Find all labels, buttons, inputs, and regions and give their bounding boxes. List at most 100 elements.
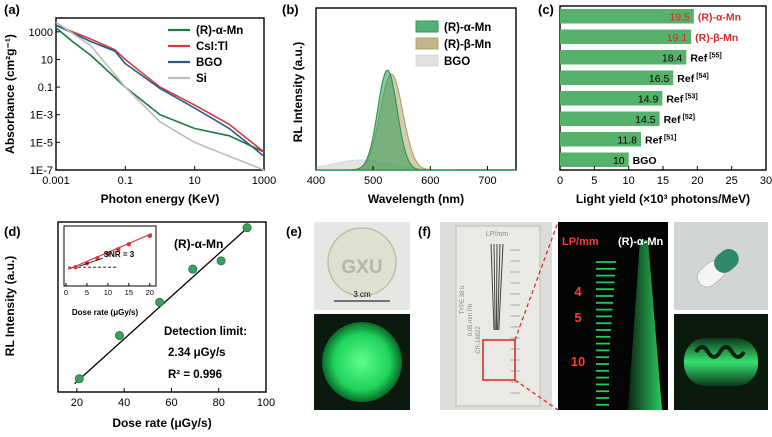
- inset-data-point: [116, 247, 121, 252]
- dose-data-point: [216, 256, 226, 266]
- y-axis-label-a: Absorbance (cm²g⁻¹): [3, 34, 17, 154]
- bar-category-label: BGO: [633, 155, 657, 167]
- panel-label-b: (b): [282, 2, 299, 17]
- y-tick-label: 1000: [29, 27, 53, 39]
- inset-tick-label: 15: [125, 288, 133, 297]
- legend-swatch-b: [415, 37, 439, 50]
- detection-limit-label: Detection limit:: [164, 326, 247, 338]
- legend-label-b: (R)-β-Mn: [444, 39, 491, 51]
- gauge-line: [497, 243, 501, 331]
- legend-label-a: CsI:Tl: [196, 41, 228, 53]
- absorbance-series-line: [55, 24, 265, 153]
- y-tick-label: 10: [41, 54, 53, 66]
- absorbance-series-line: [55, 27, 265, 153]
- bar-category-label: Ref [54]: [677, 73, 708, 85]
- legend-b: (R)-α-Mn (R)-β-Mn BGO: [415, 20, 491, 68]
- x-axis-label-b: Wavelength (nm): [368, 192, 464, 206]
- dose-data-point: [188, 264, 198, 274]
- x-axis-label-a: Photon energy (KeV): [101, 192, 220, 206]
- x-tick-label: 10: [189, 175, 201, 187]
- bar-category-label: Ref [52]: [664, 114, 695, 126]
- bar-category-label: (R)-α-Mn: [698, 11, 741, 23]
- bar-ref-superscript: [51]: [664, 134, 676, 141]
- inset-tick-label: 20: [146, 288, 154, 297]
- snr-arrow: [79, 257, 104, 267]
- x-tick-label: 500: [364, 175, 382, 187]
- rl-spectrum-area: [316, 69, 516, 171]
- light-yield-bars: 19.5 (R)-α-Mn 19.1 (R)-β-Mn 18.4 Ref [55] 16.5 R…: [560, 9, 741, 167]
- panel-label-a: (a): [4, 2, 20, 17]
- plot-frame-d: [57, 221, 267, 393]
- dose-chart-title: (R)-α-Mn: [174, 237, 223, 251]
- dose-data-point: [155, 297, 165, 307]
- r-squared: R² = 0.996: [168, 369, 222, 381]
- bar-value-label: 11.8: [617, 134, 637, 146]
- bar-category-label: (R)-β-Mn: [695, 32, 738, 44]
- bar-value-label: 16.5: [649, 73, 670, 85]
- gauge-side-label-3: CR-18822: [476, 326, 482, 354]
- x-ticks-d: 20 40 60 80 100: [71, 388, 275, 409]
- x-tick-label: 0.001: [42, 175, 70, 187]
- y-ticks-a: 1000 10 0.1 1E-3 1E-5 1E-7: [29, 27, 60, 177]
- scintillator-film: [327, 227, 397, 297]
- x-tick-label: 15: [657, 175, 669, 187]
- lp-value-10: 10: [571, 354, 585, 369]
- legend-label-b: BGO: [444, 56, 470, 68]
- legend-swatch-b: [415, 20, 439, 33]
- capsule-spring: [694, 345, 746, 359]
- plot-frame-a: [55, 17, 265, 171]
- x-tick-label: 100: [257, 397, 275, 409]
- inset-tick-label: 5: [85, 288, 89, 297]
- glowing-capsule: [684, 338, 758, 386]
- dose-data-point: [74, 374, 84, 384]
- inset-data-point: [105, 251, 111, 256]
- light-yield-bar: [560, 91, 663, 106]
- x-ticks-b: 400 500 600 700: [307, 166, 497, 187]
- bar-value-label: 19.1: [667, 32, 688, 44]
- inset-frame: [63, 225, 157, 287]
- x-tick-label: 20: [71, 397, 83, 409]
- panel-e: (e) GXU 3 cm: [286, 222, 410, 410]
- xray-sample-label: (R)-α-Mn: [618, 236, 664, 248]
- gauge-line: [490, 243, 495, 331]
- gauge-line: [498, 243, 504, 331]
- x-tick-label: 5: [591, 175, 597, 187]
- bar-ref-superscript: [53]: [685, 93, 697, 100]
- gauge-side-label-1: TYPE 38 b: [460, 285, 466, 315]
- gauge-top-label: LP/mm: [486, 231, 508, 238]
- xray-line-pairs: [596, 261, 616, 406]
- inset-plot: SNR = 3 0 5 10 15 20: [64, 233, 154, 297]
- y-tick-label: 1E-7: [30, 165, 53, 177]
- zoom-box: [482, 339, 516, 381]
- lp-mm-label: LP/mm: [562, 236, 599, 248]
- bar-category-label: Ref [55]: [690, 52, 721, 64]
- legend-label-a: BGO: [196, 57, 222, 69]
- xray-beam: [628, 240, 662, 410]
- bar-value-label: 18.4: [662, 52, 683, 64]
- absorbance-series-line: [55, 24, 265, 157]
- x-tick-label: 0.1: [118, 175, 133, 187]
- inset-fit-line: [67, 233, 153, 270]
- y-tick-label: 1E-5: [30, 137, 53, 149]
- bar-category-label: Ref [53]: [666, 93, 697, 105]
- bar-value-label: 14.9: [638, 93, 659, 105]
- bar-ref-superscript: [55]: [709, 52, 721, 59]
- x-tick-label: 80: [213, 397, 225, 409]
- inset-data-point: [147, 233, 153, 239]
- x-axis-label-c: Light yield (×10³ photons/MeV): [576, 192, 750, 206]
- dose-rate-plot: [74, 223, 252, 385]
- zoom-line-bottom: [514, 379, 559, 411]
- x-tick-label: 700: [478, 175, 496, 187]
- y-axis-label-d: RL Intensity (a.u.): [3, 256, 17, 356]
- inset-x-axis-label: Dose rate (μGy/s): [72, 308, 139, 317]
- gauge-side-label-2: 0.05 mm Pb: [468, 303, 474, 336]
- absorbance-series-line: [55, 21, 265, 171]
- detection-limit-value: 2.34 μGy/s: [168, 347, 226, 359]
- panel-f: (f) LP/mm TYPE 38 b 0.05 mm Pb CR-18822 …: [418, 221, 768, 411]
- x-ticks-a: 0.001 0.1 10 1000: [42, 166, 276, 187]
- x-tick-label: 40: [118, 397, 130, 409]
- legend-label-a: Si: [196, 73, 207, 85]
- inset-tick-label: 0: [64, 288, 68, 297]
- rl-spectrum-area: [316, 73, 516, 171]
